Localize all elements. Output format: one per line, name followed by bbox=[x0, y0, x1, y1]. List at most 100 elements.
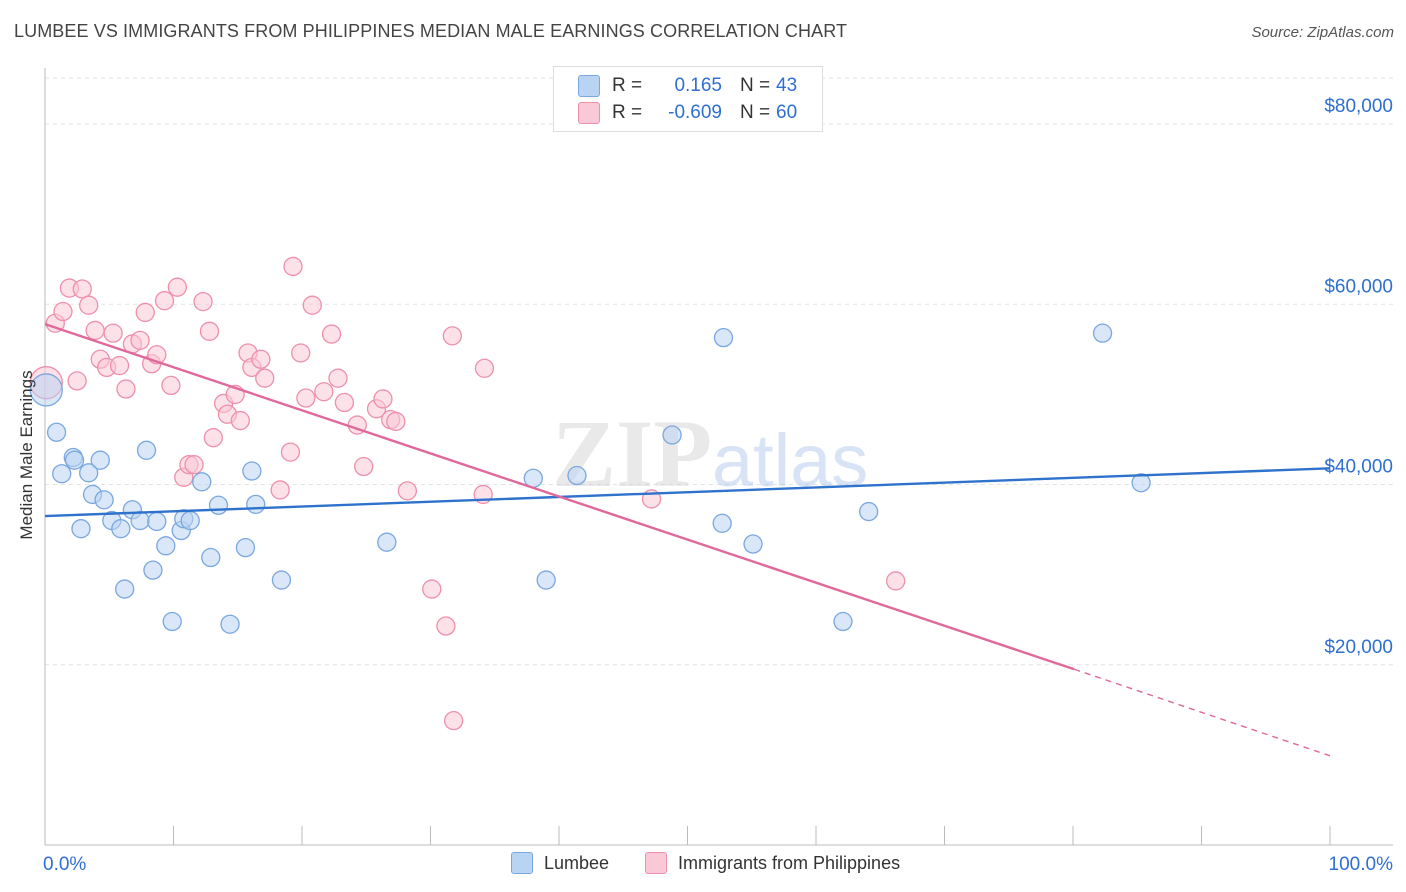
philippines-point bbox=[334, 392, 355, 413]
legend-n-label: N = bbox=[740, 102, 771, 123]
lumbee-point bbox=[64, 450, 85, 470]
philippines-point bbox=[886, 571, 906, 591]
lumbee-point bbox=[180, 510, 200, 531]
lumbee-point bbox=[1131, 473, 1151, 493]
lumbee-point bbox=[111, 519, 131, 539]
philippines-point bbox=[193, 291, 213, 312]
philippines-point bbox=[154, 291, 175, 311]
lumbee-point bbox=[201, 547, 221, 568]
watermark-zip: ZIP bbox=[552, 400, 712, 507]
legend-row-lumbee: R = 0.165 N = 43 bbox=[578, 75, 797, 97]
lumbee-point bbox=[208, 495, 229, 515]
legend-r-value-lumbee: 0.165 bbox=[674, 75, 722, 96]
axes bbox=[44, 68, 1393, 846]
lumbee-point bbox=[662, 425, 682, 445]
chart-title: LUMBEE VS IMMIGRANTS FROM PHILIPPINES ME… bbox=[14, 21, 848, 41]
philippines-point bbox=[291, 343, 311, 363]
philippines-point bbox=[302, 295, 322, 315]
tick-labels: $20,000 $40,000 $60,000 $80,000 0.0% 100.0% bbox=[43, 96, 1393, 875]
philippines-point bbox=[199, 321, 220, 341]
legend-n-value-lumbee: 43 bbox=[776, 75, 798, 96]
philippines-point bbox=[72, 279, 92, 299]
lumbee-point bbox=[242, 461, 262, 481]
legend-r-label: R = bbox=[612, 75, 643, 96]
philippines-point bbox=[116, 379, 136, 399]
legend-swatch-lumbee bbox=[578, 75, 600, 97]
bottom-legend-philippines: Immigrants from Philippines bbox=[645, 852, 900, 874]
philippines-point bbox=[443, 710, 464, 731]
philippines-point bbox=[436, 616, 456, 636]
x-tick-label: 0.0% bbox=[43, 854, 86, 875]
y-tick-label: $80,000 bbox=[1324, 96, 1393, 117]
trend-lines bbox=[44, 322, 1331, 757]
lumbee-point bbox=[567, 465, 587, 486]
lumbee-point bbox=[377, 532, 397, 552]
philippines-point bbox=[79, 295, 99, 315]
source-label: Source: ZipAtlas.com bbox=[1251, 24, 1394, 41]
philippines-point bbox=[373, 389, 393, 409]
lumbee-point bbox=[743, 534, 763, 554]
lumbee-point bbox=[1092, 323, 1113, 343]
legend-n-value-philippines: 60 bbox=[776, 102, 798, 123]
philippines-point bbox=[130, 330, 150, 350]
y-tick-label: $60,000 bbox=[1324, 276, 1393, 297]
lumbee-point bbox=[536, 570, 556, 590]
philippines-point bbox=[321, 324, 342, 344]
lumbee-point bbox=[271, 570, 292, 590]
lumbee-point bbox=[71, 519, 91, 539]
lumbee-point bbox=[712, 513, 732, 533]
legend-n-label: N = bbox=[740, 75, 771, 96]
philippines-point bbox=[314, 382, 334, 402]
lumbee-point bbox=[192, 472, 212, 492]
philippines-point bbox=[135, 302, 155, 323]
lumbee-point bbox=[130, 510, 150, 531]
lumbee-point bbox=[246, 494, 266, 515]
philippines-point bbox=[386, 411, 406, 432]
lumbee-point bbox=[90, 450, 110, 470]
lumbee-point bbox=[859, 501, 879, 522]
lumbee-point bbox=[52, 464, 72, 484]
bottom-legend-label-lumbee: Lumbee bbox=[544, 852, 610, 873]
lumbee-point bbox=[115, 579, 135, 599]
y-tick-label: $40,000 bbox=[1324, 457, 1393, 478]
philippines-point bbox=[328, 368, 348, 388]
lumbee-point bbox=[29, 373, 63, 407]
lumbee-point bbox=[220, 614, 240, 634]
lumbee-point bbox=[156, 536, 176, 556]
bottom-legend-lumbee: Lumbee bbox=[511, 852, 609, 874]
philippines-trend-extension bbox=[1074, 668, 1331, 757]
philippines-trend-line bbox=[44, 322, 1075, 671]
philippines-point bbox=[109, 355, 130, 376]
philippines-point bbox=[354, 456, 374, 477]
y-axis-label: Median Male Earnings bbox=[17, 370, 36, 539]
philippines-point bbox=[67, 371, 87, 391]
philippines-point bbox=[283, 256, 303, 277]
legend-r-label: R = bbox=[612, 102, 643, 123]
lumbee-point bbox=[136, 440, 157, 460]
philippines-point bbox=[442, 326, 462, 346]
lumbee-point bbox=[94, 490, 114, 510]
lumbee-point bbox=[79, 463, 99, 483]
philippines-point bbox=[203, 428, 223, 448]
bottom-legend-swatch-lumbee bbox=[511, 852, 533, 874]
lumbee-point bbox=[833, 611, 853, 632]
philippines-point bbox=[474, 358, 495, 378]
lumbee-point bbox=[235, 537, 256, 558]
lumbee-point bbox=[143, 560, 163, 580]
philippines-point bbox=[296, 388, 316, 408]
legend-r-value-philippines: -0.609 bbox=[668, 102, 722, 123]
philippines-point bbox=[161, 375, 181, 396]
philippines-point bbox=[422, 579, 442, 599]
philippines-point bbox=[167, 277, 188, 297]
legend-row-philippines: R = -0.609 N = 60 bbox=[578, 102, 797, 124]
philippines-point bbox=[184, 455, 204, 475]
philippines-point bbox=[251, 349, 271, 369]
philippines-point bbox=[53, 301, 73, 322]
y-tick-label: $20,000 bbox=[1324, 637, 1393, 658]
lumbee-point bbox=[162, 611, 182, 632]
philippines-point bbox=[230, 410, 250, 431]
philippines-point bbox=[270, 480, 290, 500]
lumbee-point bbox=[147, 511, 167, 532]
lumbee-point bbox=[713, 327, 734, 348]
